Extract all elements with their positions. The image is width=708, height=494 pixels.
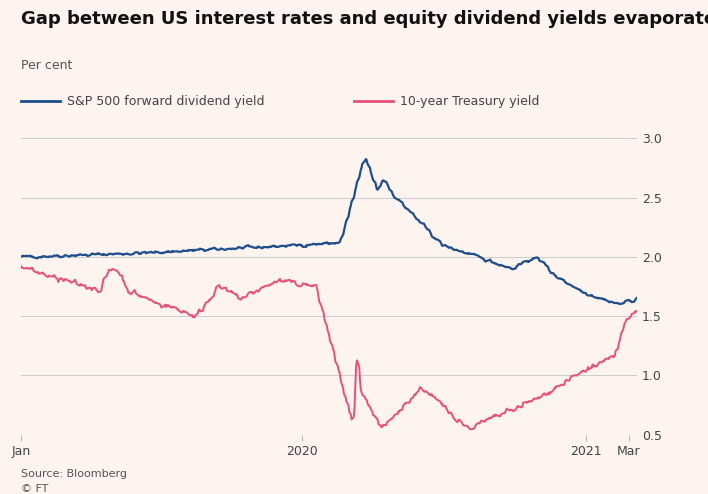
Text: Source: Bloomberg: Source: Bloomberg: [21, 469, 127, 479]
Text: 10-year Treasury yield: 10-year Treasury yield: [400, 95, 539, 108]
Text: Per cent: Per cent: [21, 59, 73, 72]
Text: S&P 500 forward dividend yield: S&P 500 forward dividend yield: [67, 95, 265, 108]
Text: Gap between US interest rates and equity dividend yields evaporates: Gap between US interest rates and equity…: [21, 10, 708, 28]
Text: © FT: © FT: [21, 484, 49, 494]
